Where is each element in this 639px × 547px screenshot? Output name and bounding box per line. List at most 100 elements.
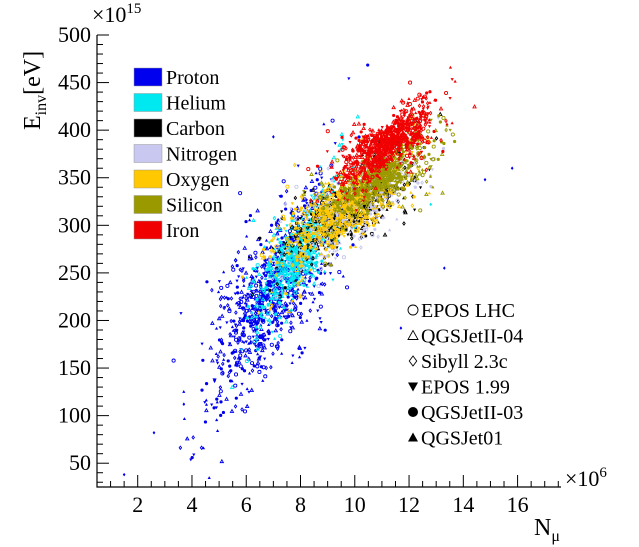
- data-point: [314, 198, 320, 203]
- data-point: [340, 143, 344, 146]
- data-point: [472, 104, 477, 109]
- data-point: [404, 135, 409, 141]
- data-point: [258, 355, 263, 359]
- data-point: [234, 310, 238, 315]
- data-point: [350, 201, 354, 205]
- data-point: [391, 153, 396, 158]
- data-point: [404, 148, 408, 152]
- data-point: [329, 263, 333, 267]
- data-point: [370, 174, 375, 180]
- data-point: [361, 231, 366, 236]
- data-point: [288, 302, 292, 306]
- data-point: [247, 349, 253, 354]
- data-point: [335, 158, 340, 163]
- data-point: [296, 164, 300, 168]
- data-point: [360, 194, 364, 198]
- data-point: [407, 156, 412, 160]
- data-point: [215, 400, 219, 404]
- data-point: [312, 203, 317, 208]
- data-point: [392, 184, 397, 189]
- data-point: [416, 133, 421, 139]
- data-point: [312, 213, 316, 217]
- data-point: [275, 281, 280, 287]
- data-point: [315, 196, 319, 200]
- data-point: [228, 332, 234, 338]
- data-point: [276, 278, 281, 284]
- data-point: [331, 154, 337, 160]
- data-point: [347, 77, 351, 81]
- data-point: [227, 279, 233, 285]
- data-point: [222, 295, 227, 301]
- data-point: [388, 184, 393, 189]
- data-point: [362, 144, 366, 148]
- data-point: [319, 180, 324, 185]
- data-point: [396, 121, 400, 125]
- data-point: [338, 246, 343, 250]
- data-point: [428, 90, 432, 94]
- data-point: [431, 157, 436, 162]
- data-point: [346, 167, 351, 172]
- data-point: [404, 153, 410, 158]
- data-point: [315, 164, 320, 168]
- data-point: [302, 204, 307, 208]
- data-point: [325, 150, 329, 154]
- data-point: [422, 138, 427, 143]
- data-point: [270, 290, 274, 294]
- data-point: [254, 325, 258, 329]
- data-point: [307, 279, 312, 283]
- data-point: [248, 283, 254, 288]
- data-point: [360, 206, 364, 210]
- data-point: [289, 207, 293, 211]
- data-point: [417, 171, 423, 176]
- data-point: [322, 269, 327, 273]
- data-point: [391, 119, 396, 124]
- data-point: [300, 293, 304, 297]
- data-point: [361, 202, 365, 206]
- data-point: [353, 220, 359, 225]
- data-point: [242, 369, 247, 373]
- data-point: [418, 186, 423, 190]
- data-point: [346, 199, 350, 203]
- data-point: [332, 248, 337, 253]
- data-point: [281, 214, 286, 219]
- data-point: [293, 278, 298, 282]
- data-point: [242, 332, 246, 337]
- data-point: [353, 160, 357, 164]
- data-point: [356, 210, 360, 214]
- data-point: [406, 125, 412, 130]
- data-point: [285, 224, 289, 228]
- data-point: [413, 175, 417, 178]
- data-point: [365, 211, 370, 217]
- data-point: [251, 267, 255, 271]
- data-point: [219, 413, 223, 418]
- data-point: [357, 236, 362, 242]
- data-point: [215, 418, 219, 422]
- data-point: [329, 163, 334, 168]
- data-point: [341, 169, 345, 173]
- data-point: [401, 137, 406, 142]
- data-point: [427, 168, 432, 172]
- data-point: [385, 197, 390, 201]
- data-point: [380, 125, 384, 129]
- data-point: [307, 266, 311, 270]
- data-point: [323, 181, 328, 185]
- data-point: [305, 318, 309, 322]
- data-point: [272, 249, 276, 255]
- data-point: [278, 286, 282, 291]
- data-point: [354, 213, 359, 218]
- data-point: [319, 252, 323, 255]
- data-point: [229, 384, 235, 389]
- data-point: [353, 184, 357, 188]
- data-point: [318, 232, 323, 237]
- data-point: [373, 227, 377, 231]
- data-point: [269, 342, 274, 347]
- data-point: [409, 179, 413, 182]
- data-point: [344, 160, 349, 165]
- data-point: [365, 152, 370, 157]
- data-point: [270, 330, 274, 334]
- data-point: [223, 306, 227, 310]
- data-point: [314, 202, 318, 206]
- data-point: [354, 152, 360, 157]
- data-point: [264, 283, 269, 287]
- data-point: [338, 218, 343, 224]
